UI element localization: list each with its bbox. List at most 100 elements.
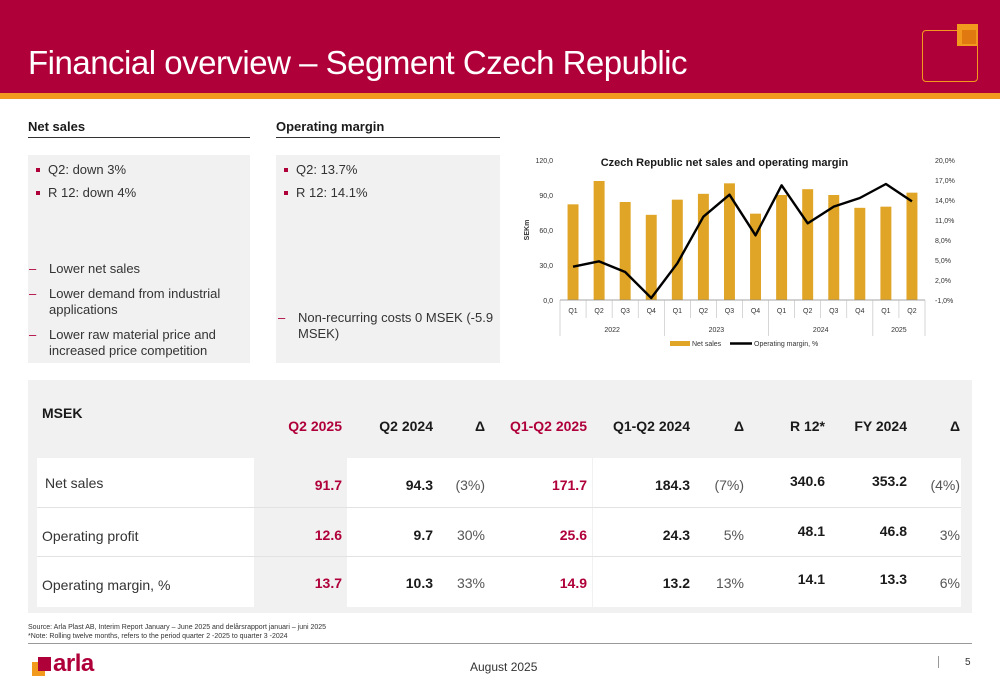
- table-cell-h1-2025: 14.9: [559, 575, 587, 591]
- net-sales-bar: [671, 199, 683, 300]
- footnote: *Note: Rolling twelve months, refers to …: [28, 633, 288, 640]
- page-title: Financial overview – Segment Czech Repub…: [28, 44, 688, 81]
- net-sales-bar: [906, 192, 918, 300]
- x-tick-label: Q2: [803, 308, 812, 315]
- table-cell-fy-delta: (4%): [930, 477, 960, 493]
- x-tick-label: Q3: [725, 308, 734, 315]
- operating-margin-bullet: Q2: 13.7%: [284, 162, 357, 178]
- footer-divider: [28, 643, 972, 644]
- header-banner: [0, 0, 1000, 93]
- chart-title: Czech Republic net sales and operating m…: [601, 157, 849, 169]
- x-tick-label: Q1: [673, 308, 682, 315]
- table-cell-fy-delta: 3%: [939, 527, 960, 543]
- y2-tick-label: 11,0%: [935, 218, 954, 225]
- table-header-q2-2025: Q2 2025: [288, 418, 342, 434]
- net-sales-bar: [776, 195, 788, 300]
- net-sales-bar: [645, 214, 657, 300]
- table-cell-q2-delta: (3%): [455, 477, 485, 493]
- table-q2-column-group: [347, 458, 592, 607]
- legend-label-net-sales: Net sales: [692, 341, 722, 348]
- table-header-msek: MSEK: [42, 405, 83, 421]
- table-cell-fy-2024: 353.2: [871, 473, 907, 489]
- x-tick-label: Q3: [829, 308, 838, 315]
- table-header-delta: Δ: [474, 418, 485, 434]
- y-tick-label: 0,0: [543, 298, 553, 305]
- arla-logo-mark-front: [38, 657, 51, 671]
- x-tick-label: Q4: [855, 308, 864, 315]
- table-header-h1-2024: Q1-Q2 2024: [612, 418, 690, 434]
- table-cell-q2-2024: 10.3: [405, 575, 433, 591]
- table-cell-q2-delta: 33%: [456, 575, 485, 591]
- table-label-column: [37, 458, 254, 607]
- x-tick-label: Q3: [621, 308, 630, 315]
- x-tick-label: Q1: [568, 308, 577, 315]
- table-cell-h1-2025: 171.7: [551, 477, 587, 493]
- net-sales-note: Lower net sales: [29, 261, 254, 277]
- y2-tick-label: 20,0%: [935, 158, 955, 165]
- table-cell-q2-2025: 13.7: [314, 575, 342, 591]
- table-cell-q2-2024: 94.3: [405, 477, 433, 493]
- table-cell-q2-2024: 9.7: [413, 527, 433, 543]
- corner-logo-square-inner: [962, 30, 976, 44]
- x-tick-label: Q1: [881, 308, 890, 315]
- net-sales-bar: [880, 206, 892, 300]
- table-header-q2-2024: Q2 2024: [379, 418, 433, 434]
- table-row-label: Operating profit: [42, 528, 139, 544]
- arla-logo: arla: [53, 650, 94, 677]
- table-cell-h1-2024: 24.3: [662, 527, 690, 543]
- year-label: 2022: [604, 327, 620, 334]
- operating-margin-heading: Operating margin: [276, 119, 385, 134]
- table-cell-h1-2024: 184.3: [654, 477, 690, 493]
- legend-label-operating-margin: Operating margin, %: [754, 341, 818, 348]
- year-label: 2025: [891, 327, 907, 334]
- operating-margin-line: [572, 182, 913, 300]
- table-cell-fy-2024: 13.3: [879, 571, 907, 587]
- y2-tick-label: -1,0%: [935, 298, 953, 305]
- operating-margin-bullet: R 12: 14.1%: [284, 185, 368, 201]
- net-sales-bar: [854, 207, 866, 300]
- x-tick-label: Q2: [594, 308, 603, 315]
- x-tick-label: Q4: [647, 308, 656, 315]
- table-cell-r12: 48.1: [797, 523, 825, 539]
- y2-tick-label: 2,0%: [935, 278, 951, 285]
- table-row-label: Operating margin, %: [42, 577, 171, 593]
- table-header-delta: Δ: [949, 418, 960, 434]
- table-header-delta: Δ: [733, 418, 744, 434]
- y2-tick-label: 5,0%: [935, 258, 951, 265]
- net-sales-bar: [723, 183, 735, 300]
- net-sales-divider: [28, 137, 250, 138]
- table-cell-fy-delta: 6%: [939, 575, 960, 591]
- header-accent-line: [0, 93, 1000, 99]
- y-tick-label: 90,0: [539, 193, 553, 200]
- source-note: Source: Arla Plast AB, Interim Report Ja…: [28, 624, 327, 631]
- y2-tick-label: 14,0%: [935, 198, 955, 205]
- x-tick-label: Q1: [777, 308, 786, 315]
- table-cell-q2-delta: 30%: [456, 527, 485, 543]
- y2-tick-label: 8,0%: [935, 238, 951, 245]
- legend-swatch-net-sales: [670, 341, 690, 346]
- table-cell-q2-2025: 91.7: [314, 477, 342, 493]
- net-sales-bullet: Q2: down 3%: [36, 162, 126, 178]
- y-tick-label: 30,0: [539, 263, 553, 270]
- net-sales-bar: [567, 204, 579, 300]
- table-header-h1-2025: Q1-Q2 2025: [509, 418, 587, 434]
- x-tick-label: Q2: [907, 308, 916, 315]
- operating-margin-divider: [276, 137, 500, 138]
- table-cell-h1-2025: 25.6: [559, 527, 587, 543]
- net-sales-bar: [593, 181, 605, 300]
- table-row-divider: [37, 507, 961, 508]
- table-header-fy-2024: FY 2024: [854, 418, 907, 434]
- net-sales-bar: [828, 195, 840, 300]
- footer-separator: [938, 656, 939, 668]
- net-sales-bullet: R 12: down 4%: [36, 185, 136, 201]
- y2-tick-label: 17,0%: [935, 178, 955, 185]
- y-tick-label: 60,0: [539, 228, 553, 235]
- table-row-divider: [37, 556, 961, 557]
- chart-svg: Czech Republic net sales and operating m…: [524, 157, 955, 348]
- y-axis-label: SEKm: [524, 220, 531, 241]
- table-cell-r12: 340.6: [789, 473, 825, 489]
- corner-logo-frame: [922, 30, 978, 82]
- x-tick-label: Q4: [751, 308, 760, 315]
- year-label: 2024: [813, 327, 829, 334]
- net-sales-note: Lower demand from industrial application…: [29, 286, 254, 318]
